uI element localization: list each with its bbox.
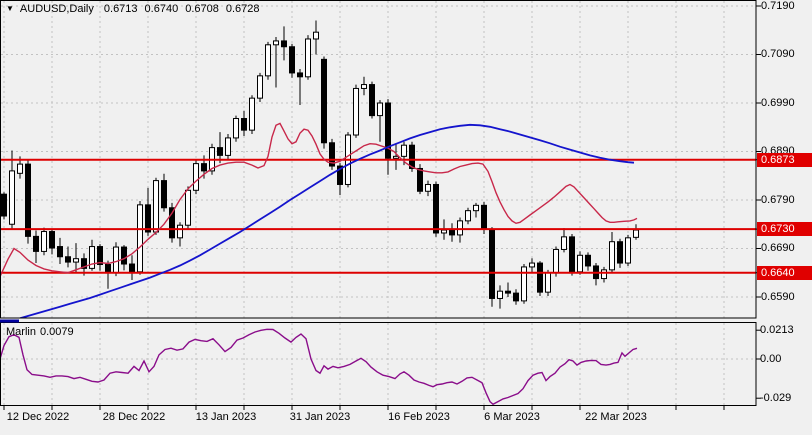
quote-high: 0.6740 [144,3,179,15]
price-axis-label: 0.7190 [761,0,795,12]
ma-fast-red [1,122,638,277]
price-line-badge: 0.6873 [757,152,812,167]
time-axis-label: 22 Mar 2023 [585,411,647,423]
indicator-name: Marlin [6,326,36,338]
quote-open: 0.6713 [103,3,138,15]
price-axis-label: 0.6790 [761,193,795,206]
time-axis-label: 31 Jan 2023 [289,411,351,423]
indicator-axis-label: 0.0213 [760,323,794,336]
price-axis-label: 0.6990 [761,96,795,109]
indicator-label: Marlin 0.0079 [6,326,78,338]
chart-title: ▼ AUDUSD,Daily 0.6713 0.6740 0.6708 0.67… [6,3,267,15]
price-line-badge: 0.6730 [757,222,812,237]
time-axis-label: 28 Dec 2022 [102,411,166,423]
pane-divider-grip[interactable] [0,319,19,323]
quote-close: 0.6728 [225,3,260,15]
ma-slow-blue [19,123,635,318]
quote-low: 0.6708 [185,3,219,15]
time-axis-label: 6 Mar 2023 [484,411,540,423]
price-axis-label: 0.6590 [761,290,795,303]
symbol-timeframe-label: AUDUSD,Daily [19,3,94,15]
marlin-line [1,328,638,405]
indicator-value: 0.0079 [39,326,74,338]
symbol-dropdown-icon[interactable]: ▼ [6,4,14,13]
price-axis-label: 0.6690 [761,242,795,254]
price-line-badge: 0.6640 [757,265,812,280]
time-axis-label: 12 Dec 2022 [6,411,70,423]
indicator-axis-label: 0.00 [760,352,782,365]
price-axis-label: 0.7090 [761,48,795,60]
time-axis-label: 13 Jan 2023 [195,411,257,423]
indicator-axis-label: -0.029 [760,391,792,404]
time-axis-label: 16 Feb 2023 [388,411,450,423]
